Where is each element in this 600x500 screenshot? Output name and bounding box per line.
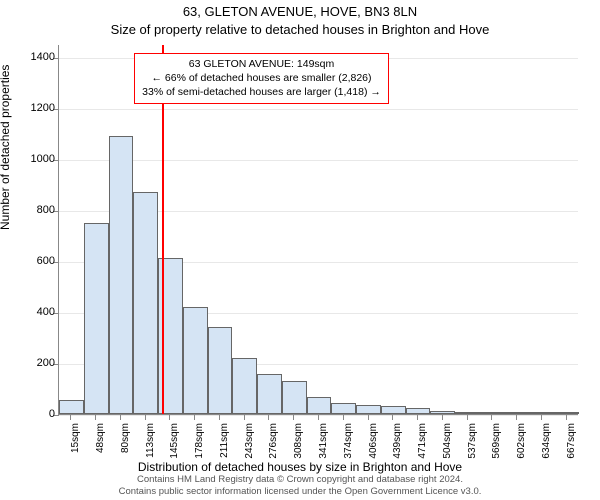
ytick-label: 1200	[17, 103, 55, 114]
ytick-label: 200	[17, 358, 55, 369]
xtick-label: 406sqm	[368, 423, 379, 463]
xtick-label: 667sqm	[566, 423, 577, 463]
xtick-mark	[442, 415, 443, 420]
histogram-bar	[307, 397, 332, 414]
xtick-mark	[368, 415, 369, 420]
ytick-label: 1400	[17, 52, 55, 63]
annotation-line-3: 33% of semi-detached houses are larger (…	[141, 85, 382, 99]
histogram-bar	[208, 327, 233, 414]
histogram-bar	[282, 381, 307, 414]
histogram-bar	[430, 411, 455, 414]
xtick-mark	[169, 415, 170, 420]
xtick-label: 308sqm	[293, 423, 304, 463]
annotation-line-2: ← 66% of detached houses are smaller (2,…	[141, 71, 382, 85]
xtick-mark	[293, 415, 294, 420]
histogram-bar	[109, 136, 134, 414]
grid-line	[59, 160, 578, 161]
footer-line-1: Contains HM Land Registry data © Crown c…	[137, 474, 463, 485]
xtick-mark	[268, 415, 269, 420]
histogram-bar	[356, 405, 381, 414]
xtick-label: 341sqm	[318, 423, 329, 463]
histogram-bar	[331, 403, 356, 414]
xtick-label: 634sqm	[541, 423, 552, 463]
xtick-mark	[318, 415, 319, 420]
xtick-label: 504sqm	[442, 423, 453, 463]
plot-area: 020040060080010001200140063 GLETON AVENU…	[58, 45, 578, 415]
xtick-mark	[541, 415, 542, 420]
xtick-mark	[516, 415, 517, 420]
histogram-bar	[529, 412, 554, 414]
xtick-label: 211sqm	[219, 423, 230, 463]
chart-title-main: 63, GLETON AVENUE, HOVE, BN3 8LN	[0, 4, 600, 19]
histogram-bar	[84, 223, 109, 414]
xtick-mark	[244, 415, 245, 420]
xtick-mark	[491, 415, 492, 420]
xtick-label: 178sqm	[194, 423, 205, 463]
xtick-label: 374sqm	[343, 423, 354, 463]
xtick-label: 243sqm	[244, 423, 255, 463]
xtick-label: 602sqm	[516, 423, 527, 463]
ytick-label: 600	[17, 256, 55, 267]
xtick-label: 80sqm	[120, 423, 131, 463]
xtick-mark	[70, 415, 71, 420]
xtick-mark	[120, 415, 121, 420]
xtick-label: 113sqm	[145, 423, 156, 463]
xtick-mark	[95, 415, 96, 420]
xtick-label: 471sqm	[417, 423, 428, 463]
xtick-mark	[392, 415, 393, 420]
xtick-label: 15sqm	[70, 423, 81, 463]
histogram-bar	[183, 307, 208, 414]
histogram-bar	[257, 374, 282, 414]
histogram-bar	[480, 412, 505, 414]
ytick-label: 800	[17, 205, 55, 216]
xtick-label: 145sqm	[169, 423, 180, 463]
xtick-mark	[219, 415, 220, 420]
histogram-bar	[554, 412, 579, 414]
histogram-chart: 63, GLETON AVENUE, HOVE, BN3 8LN Size of…	[0, 0, 600, 500]
xtick-label: 48sqm	[95, 423, 106, 463]
histogram-bar	[381, 406, 406, 414]
xtick-label: 569sqm	[491, 423, 502, 463]
xtick-mark	[194, 415, 195, 420]
histogram-bar	[133, 192, 158, 414]
histogram-bar	[232, 358, 257, 414]
x-axis-label: Distribution of detached houses by size …	[0, 460, 600, 474]
xtick-mark	[145, 415, 146, 420]
xtick-label: 439sqm	[392, 423, 403, 463]
xtick-mark	[566, 415, 567, 420]
chart-title-sub: Size of property relative to detached ho…	[0, 22, 600, 37]
annotation-box: 63 GLETON AVENUE: 149sqm← 66% of detache…	[134, 53, 389, 104]
xtick-mark	[417, 415, 418, 420]
footer-line-2: Contains public sector information licen…	[119, 486, 482, 497]
histogram-bar	[59, 400, 84, 414]
histogram-bar	[455, 412, 480, 414]
ytick-label: 1000	[17, 154, 55, 165]
grid-line	[59, 109, 578, 110]
xtick-mark	[343, 415, 344, 420]
xtick-label: 537sqm	[467, 423, 478, 463]
histogram-bar	[505, 412, 530, 414]
annotation-line-1: 63 GLETON AVENUE: 149sqm	[141, 57, 382, 71]
xtick-mark	[467, 415, 468, 420]
ytick-label: 400	[17, 307, 55, 318]
xtick-label: 276sqm	[268, 423, 279, 463]
ytick-label: 0	[17, 409, 55, 420]
histogram-bar	[406, 408, 431, 414]
y-axis-label: Number of detached properties	[0, 65, 12, 230]
footer-attribution: Contains HM Land Registry data © Crown c…	[0, 474, 600, 498]
